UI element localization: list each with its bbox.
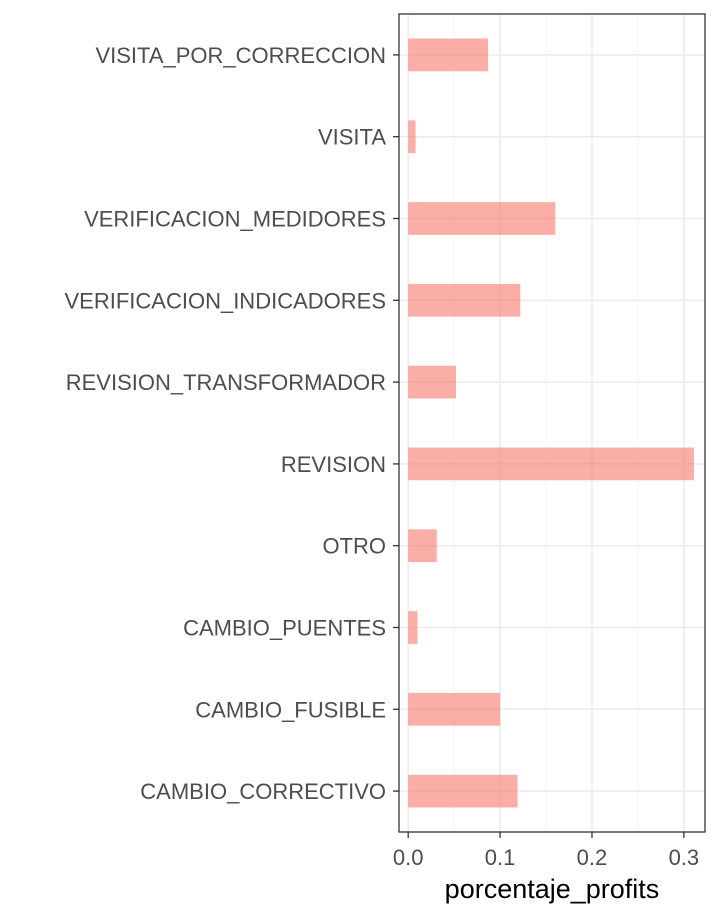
category-label: CAMBIO_CORRECTIVO: [140, 779, 386, 804]
bar: [408, 447, 694, 481]
x-tick-label: 0.1: [485, 845, 516, 870]
bar: [408, 692, 501, 726]
category-label: VISITA_POR_CORRECCION: [95, 43, 386, 68]
x-axis-title: porcentaje_profits: [445, 874, 660, 904]
panel-border: [398, 13, 706, 833]
bar: [408, 611, 418, 644]
bars: [408, 38, 694, 808]
x-tick-label: 0.0: [393, 845, 424, 870]
category-label: VERIFICACION_INDICADORES: [65, 288, 387, 313]
category-label: REVISION: [281, 452, 386, 477]
category-label: CAMBIO_FUSIBLE: [195, 697, 386, 722]
category-label: REVISION_TRANSFORMADOR: [66, 370, 386, 395]
bar: [408, 38, 489, 72]
category-label: CAMBIO_PUENTES: [183, 616, 386, 641]
bar: [408, 774, 518, 808]
bar: [408, 365, 456, 399]
category-labels: VISITA_POR_CORRECCION VISITA VERIFICACION_…: [65, 43, 387, 804]
category-label: VERIFICACION_MEDIDORES: [84, 207, 386, 232]
axis-ticks: [393, 54, 685, 838]
category-label: VISITA: [318, 125, 386, 150]
bar: [408, 120, 416, 154]
bar: [408, 529, 437, 563]
category-label: OTRO: [322, 534, 386, 559]
x-tick-label: 0.3: [669, 845, 700, 870]
bar: [408, 202, 556, 235]
x-tick-labels: 0.0 0.1 0.2 0.3: [393, 845, 699, 870]
x-tick-label: 0.2: [577, 845, 608, 870]
bar: [408, 283, 521, 317]
